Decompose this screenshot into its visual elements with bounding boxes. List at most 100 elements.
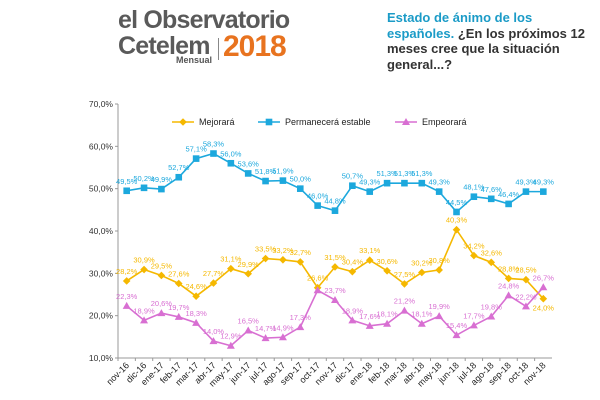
data-label: 47,6% <box>481 185 503 194</box>
data-point <box>539 294 548 303</box>
data-label: 51,9% <box>272 167 294 176</box>
data-point <box>383 266 391 275</box>
data-label: 26,7% <box>533 273 555 282</box>
y-tick-label: 50,0% <box>89 184 114 194</box>
data-point <box>313 286 322 294</box>
data-point <box>487 258 496 267</box>
data-point <box>349 182 356 190</box>
data-label: 20,6% <box>151 299 173 308</box>
data-point <box>469 321 478 329</box>
y-tick-label: 10,0% <box>89 353 114 363</box>
data-point <box>157 309 166 317</box>
data-point <box>296 185 304 192</box>
data-point <box>278 333 287 341</box>
data-point <box>227 159 235 167</box>
data-point <box>348 267 357 276</box>
chart-legend: Mejorará Permanecerá estable Empeorará <box>172 117 467 127</box>
data-point <box>400 280 409 288</box>
data-label: 16,5% <box>238 316 260 325</box>
data-point <box>522 188 530 195</box>
data-point <box>521 302 530 310</box>
data-point <box>296 323 305 331</box>
data-point <box>417 319 426 327</box>
data-point <box>192 318 201 326</box>
data-point <box>279 255 287 264</box>
data-point <box>296 258 305 266</box>
data-point <box>366 188 374 195</box>
y-tick-label: 20,0% <box>89 311 114 321</box>
data-point <box>452 225 461 234</box>
data-label: 18,9% <box>133 306 155 315</box>
data-label: 40,3% <box>446 216 468 225</box>
data-point <box>122 277 131 285</box>
data-label: 27,7% <box>203 269 225 278</box>
legend-label: Permanecerá estable <box>285 117 371 127</box>
data-point <box>261 334 270 342</box>
heading-question: ¿En los próximos 12 meses cree que la si… <box>387 25 585 72</box>
heading-highlight: Estado de ánimo de los españoles. <box>387 10 533 41</box>
data-point <box>522 275 530 284</box>
data-label: 18,1% <box>376 310 398 319</box>
data-point <box>418 268 426 277</box>
data-point <box>244 326 253 334</box>
data-label: 14,7% <box>255 324 277 333</box>
data-label: 49,5% <box>116 177 138 186</box>
data-point <box>435 188 443 195</box>
data-label: 31,1% <box>220 255 242 264</box>
data-point <box>331 207 339 214</box>
legend-label: Mejorará <box>199 117 235 127</box>
data-point <box>348 316 357 324</box>
data-label: 27,6% <box>168 269 190 278</box>
legend-marker <box>402 118 410 125</box>
data-label: 19,7% <box>168 303 190 312</box>
data-point <box>140 265 148 274</box>
data-label: 44,8% <box>324 197 346 206</box>
legend-label: Empeorará <box>422 117 467 127</box>
y-tick-label: 70,0% <box>89 99 114 109</box>
data-point <box>174 279 183 288</box>
data-label: 24,6% <box>185 282 207 291</box>
y-tick-label: 40,0% <box>89 226 114 236</box>
brand-line2: Cetelem <box>118 32 210 60</box>
data-label: 29,9% <box>238 260 260 269</box>
data-label: 18,1% <box>411 310 433 319</box>
data-point <box>175 173 183 181</box>
data-label: 32,7% <box>290 248 312 257</box>
data-label: 46,4% <box>498 190 520 199</box>
data-label: 51,3% <box>411 169 433 178</box>
data-point <box>244 170 252 177</box>
data-point <box>365 256 374 265</box>
data-point <box>435 266 443 274</box>
data-point <box>539 283 548 291</box>
brand-year: 2018 <box>223 30 287 63</box>
data-point <box>192 155 200 162</box>
data-point <box>540 188 547 195</box>
data-point <box>487 312 496 320</box>
data-point <box>226 341 235 349</box>
data-label: 51,3% <box>376 169 398 178</box>
data-label: 58,3% <box>203 140 225 149</box>
data-label: 33,1% <box>359 246 381 255</box>
data-label: 50,7% <box>342 172 364 181</box>
data-point <box>227 264 235 273</box>
data-point <box>209 337 218 345</box>
data-label: 49,9% <box>151 175 173 184</box>
legend-marker <box>265 118 273 126</box>
data-label: 32,6% <box>481 248 503 257</box>
data-point <box>453 208 460 216</box>
data-point <box>452 331 461 339</box>
data-point <box>157 271 166 280</box>
data-label: 23,7% <box>324 286 346 295</box>
data-point <box>209 279 218 287</box>
data-point <box>123 187 130 195</box>
y-tick-label: 30,0% <box>89 268 114 278</box>
data-label: 14,9% <box>272 323 294 332</box>
data-point <box>331 263 339 271</box>
data-label: 19,9% <box>429 302 451 311</box>
data-label: 22,2% <box>515 292 537 301</box>
data-label: 49,3% <box>533 178 555 187</box>
data-label: 28,5% <box>515 266 537 275</box>
brand-separator <box>218 38 219 60</box>
data-point <box>383 319 392 327</box>
